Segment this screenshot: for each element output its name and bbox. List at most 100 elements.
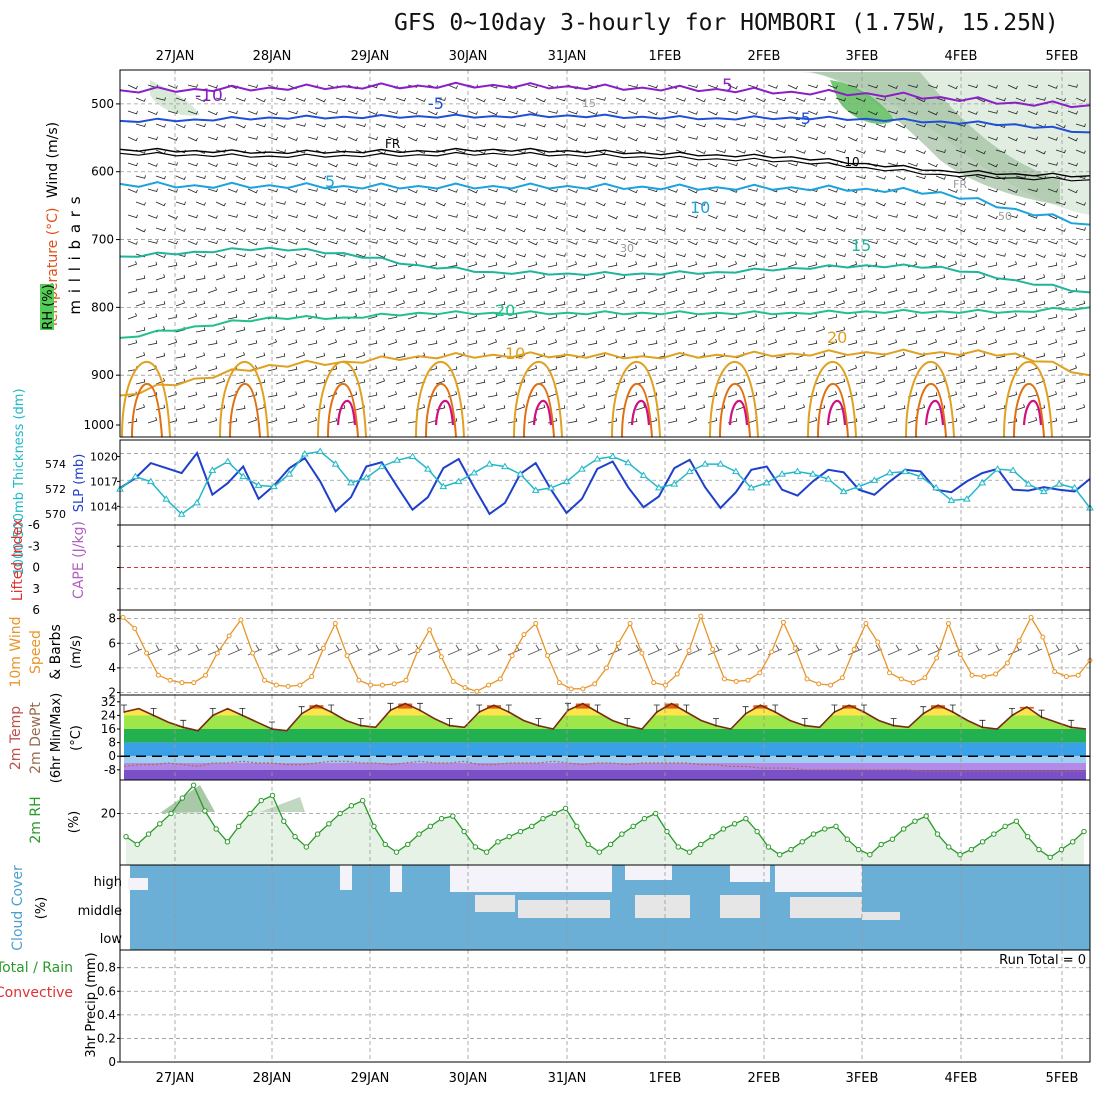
wind-barb xyxy=(927,417,938,424)
wind-barb xyxy=(327,110,338,114)
wind-barb xyxy=(535,149,546,155)
wind-barb xyxy=(1075,123,1086,128)
thickness-marker xyxy=(454,477,463,485)
temp-hot-cap xyxy=(931,705,945,709)
wind-barb xyxy=(935,253,946,259)
wind-barb xyxy=(787,366,798,372)
wind-barb xyxy=(755,227,766,232)
wind-barb xyxy=(1007,418,1018,424)
wind-barb xyxy=(487,162,498,168)
wind-barb xyxy=(175,123,186,129)
wind-barb xyxy=(847,261,858,268)
temp-hot-cap xyxy=(487,705,501,709)
wind-barb xyxy=(655,378,666,385)
wind10-barb xyxy=(547,644,563,656)
wind-barb xyxy=(435,326,446,333)
wind-barb xyxy=(427,286,438,294)
wind-barb xyxy=(167,162,178,166)
wind-barb xyxy=(135,123,146,127)
wind-barb xyxy=(755,325,766,333)
wind-barb xyxy=(927,287,938,294)
wind-barb xyxy=(367,288,378,294)
wind-barb xyxy=(747,162,758,167)
wind-barb xyxy=(567,188,578,194)
wind-barb xyxy=(707,214,718,220)
wind-barb xyxy=(927,162,938,168)
wind-barb xyxy=(235,378,246,385)
wind-barb xyxy=(367,214,378,219)
wind-barb xyxy=(707,240,718,245)
wind-barb xyxy=(175,227,186,232)
wind-barb xyxy=(907,340,918,346)
thickness-marker xyxy=(562,477,571,485)
wind-barb xyxy=(747,214,758,219)
wind-barb xyxy=(667,240,678,245)
isotherm-10 xyxy=(119,246,1091,294)
wind-barb xyxy=(755,404,766,411)
minmax-marker xyxy=(920,706,927,715)
wind-barb xyxy=(347,391,358,398)
isotherm-25 xyxy=(709,360,759,438)
wind-barb xyxy=(1015,275,1026,281)
rh2m-marker xyxy=(551,810,557,817)
thickness-marker xyxy=(932,483,940,491)
wind-barb xyxy=(615,175,626,181)
contour-label: -5 xyxy=(795,109,811,128)
wind-barb xyxy=(947,339,958,346)
wind-barb xyxy=(295,327,306,333)
wind-barb xyxy=(155,123,166,128)
rh2m-marker xyxy=(889,836,896,842)
wind-barb xyxy=(735,327,746,333)
wind-barb xyxy=(667,314,678,320)
wind10-marker xyxy=(674,671,680,677)
wind-barb xyxy=(687,416,698,424)
wind-barb xyxy=(627,261,638,268)
wind-barb xyxy=(827,110,838,114)
thickness-marker xyxy=(762,478,771,486)
rh2m-marker xyxy=(314,831,321,837)
contour-label: 10 xyxy=(690,198,710,217)
wind-barb xyxy=(607,314,618,320)
wind-barb xyxy=(1055,149,1066,154)
wind-barb xyxy=(527,240,538,246)
wind-barb xyxy=(295,352,306,359)
minmax-marker xyxy=(713,718,719,727)
wind-barb xyxy=(635,404,646,411)
wind-barb xyxy=(895,378,906,385)
wind-barb xyxy=(575,201,586,206)
rh2m-marker xyxy=(1081,828,1087,835)
rh2m-marker xyxy=(416,831,422,837)
thickness-marker xyxy=(855,482,863,490)
wind-barb xyxy=(547,262,558,268)
wind-barb xyxy=(627,418,638,424)
wind10-barb xyxy=(727,644,743,656)
rh2m-fill xyxy=(126,785,1084,865)
temp-tick-label: 0 xyxy=(108,749,116,763)
wind-barb xyxy=(807,136,818,141)
wind-barb xyxy=(735,275,746,281)
rh2m-marker xyxy=(776,851,783,858)
date-label-bottom: 2FEB xyxy=(748,1071,781,1086)
wind-barb xyxy=(927,136,938,141)
wind-barb xyxy=(135,97,146,102)
wind-barb xyxy=(267,136,278,141)
wind-barb xyxy=(1035,97,1046,101)
wind-barb xyxy=(947,240,958,245)
wind-barb xyxy=(1007,312,1018,320)
wind-barb xyxy=(947,214,958,218)
lifted-tick-label: -6 xyxy=(28,518,40,532)
isotherm-30 xyxy=(523,382,555,438)
wind-barb xyxy=(1055,253,1066,257)
wind-barb xyxy=(1035,301,1046,307)
wind-barb xyxy=(607,417,618,424)
wind-barb xyxy=(727,240,738,245)
isotherm-25 xyxy=(807,360,857,438)
isotherm-35 xyxy=(1022,399,1043,426)
wind-barb xyxy=(975,325,986,333)
wind-barb xyxy=(887,84,898,90)
rh2m-marker xyxy=(900,826,907,832)
wind10-marker xyxy=(438,654,444,660)
wind-barb xyxy=(467,261,478,268)
wind-barb xyxy=(575,253,586,258)
wind-barb xyxy=(315,97,326,103)
